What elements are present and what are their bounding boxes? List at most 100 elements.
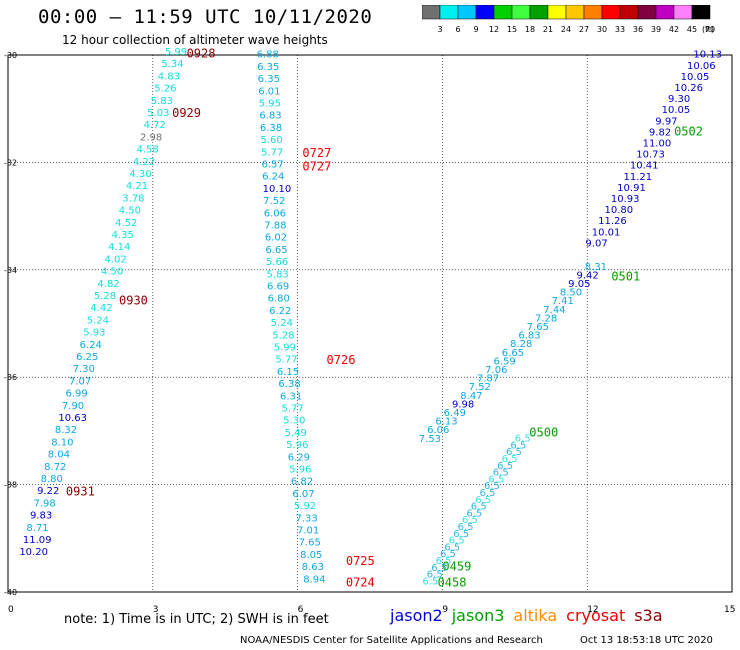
colorbar-label: 18 <box>525 25 535 34</box>
swh-value-label: 4.50 <box>101 267 123 278</box>
swh-value-label: 6.69 <box>267 281 289 292</box>
y-tick-label: -40 <box>4 588 17 597</box>
pass-time-label: 0930 <box>119 294 148 308</box>
colorbar-label: 9 <box>473 25 478 34</box>
swh-value-label: 8.71 <box>26 523 48 534</box>
swh-value-mark: 6.5 <box>422 576 438 587</box>
swh-value-label: 5.26 <box>154 84 176 95</box>
swh-value-mark: 6.5 <box>436 556 452 567</box>
pass-time-label: 0502 <box>674 125 703 139</box>
swh-value-mark: 6.5 <box>484 481 500 492</box>
colorbar-label: 36 <box>633 25 643 34</box>
colorbar-legend: 3 6 9 12 15 18 21 24 27 30 33 36 39 42 45 70(ft) <box>422 5 715 34</box>
swh-value-label: 2.98 <box>140 132 162 143</box>
swh-value-label: 10.91 <box>617 183 646 194</box>
swh-value-label: 9.82 <box>649 127 671 138</box>
swh-value-label: 5.28 <box>272 330 294 341</box>
data-marks: 5.995.344.835.265.835.034.722.984.584.22… <box>19 47 722 590</box>
swh-value-label: 7.30 <box>73 364 95 375</box>
page-subtitle: 12 hour collection of altimeter wave hei… <box>62 33 328 47</box>
colorbar-label: 42 <box>669 25 679 34</box>
swh-value-label: 5.99 <box>274 342 296 353</box>
colorbar-label: 6 <box>455 25 460 34</box>
legend-item-altika: altika <box>513 606 558 625</box>
series-cryosat: 6.886.356.356.015.956.836.385.605.776.57… <box>257 50 375 590</box>
swh-value-label: 10.06 <box>687 61 716 72</box>
pass-time-label: 0931 <box>66 484 95 498</box>
swh-value-mark: 6.5 <box>502 454 518 465</box>
swh-value-mark: 6.5 <box>440 549 456 560</box>
swh-value-label: 11.00 <box>643 138 672 149</box>
swh-value-label: 5.24 <box>271 318 293 329</box>
swh-value-label: 7.88 <box>264 220 286 231</box>
swh-value-label: 10.13 <box>693 50 722 61</box>
swh-value-label: 6.83 <box>259 111 281 122</box>
swh-value-label: 4.50 <box>119 206 141 217</box>
colorbar-swatch <box>691 5 711 20</box>
swh-value-label: 4.72 <box>144 120 166 131</box>
swh-value-label: 9.42 <box>576 270 598 281</box>
x-tick-label: 6 <box>298 605 304 615</box>
pass-time-label: 0726 <box>327 353 356 367</box>
colorbar-label: 70 <box>705 25 715 34</box>
swh-value-label: 10.01 <box>592 227 621 238</box>
x-tick-label: 0 <box>8 605 14 615</box>
colorbar-label: 39 <box>651 25 661 34</box>
swh-value-label: 4.58 <box>136 145 158 156</box>
colorbar-unit: (ft) <box>702 25 714 34</box>
swh-value-label: 6.15 <box>277 367 299 378</box>
swh-value-label: 8.94 <box>303 574 325 585</box>
swh-value-label: 7.65 <box>299 538 321 549</box>
pass-time-label: 0727 <box>302 146 331 160</box>
swh-value-label: 10.20 <box>19 547 48 558</box>
swh-value-label: 5.96 <box>289 464 311 475</box>
swh-value-label: 7.33 <box>295 513 317 524</box>
colorbar-label: 33 <box>615 25 625 34</box>
swh-value-mark: 6.5 <box>458 522 474 533</box>
colorbar-label: 24 <box>561 25 571 34</box>
swh-value-label: 4.82 <box>97 279 119 290</box>
swh-value-label: 11.09 <box>23 535 52 546</box>
pass-time-label: 0501 <box>611 270 640 284</box>
swh-value-label: 6.59 <box>493 356 515 367</box>
pass-time-label: 0459 <box>442 560 471 574</box>
pass-time-label: 0727 <box>302 159 331 173</box>
page-title: 00:00 – 11:59 UTC 10/11/2020 <box>38 6 373 28</box>
swh-value-label: 4.35 <box>112 230 134 241</box>
grid-lines <box>8 55 732 592</box>
swh-value-label: 6.06 <box>427 425 449 436</box>
legend-item-jason3: jason3 <box>451 606 505 625</box>
swh-value-label: 8.63 <box>302 562 324 573</box>
swh-value-label: 11.26 <box>598 216 627 227</box>
swh-value-label: 4.21 <box>126 181 148 192</box>
swh-value-label: 7.53 <box>419 434 441 445</box>
swh-value-label: 6.06 <box>264 208 286 219</box>
swh-value-label: 6.01 <box>258 86 280 97</box>
swh-value-label: 4.52 <box>115 218 137 229</box>
swh-value-label: 6.24 <box>80 340 102 351</box>
swh-value-label: 4.14 <box>108 242 130 253</box>
swh-value-label: 8.32 <box>55 425 77 436</box>
swh-value-mark: 6.5 <box>480 488 496 499</box>
swh-value-mark: 6.5 <box>449 536 465 547</box>
colorbar-label: 30 <box>597 25 607 34</box>
swh-value-mark: 6.5 <box>493 468 509 479</box>
swh-value-mark: 6.5 <box>506 447 522 458</box>
swh-value-label: 5.96 <box>286 440 308 451</box>
swh-value-label: 10.41 <box>630 161 659 172</box>
series-jason3: 8.319.429.058.507.417.447.287.656.838.28… <box>419 125 703 590</box>
swh-value-label: 6.31 <box>280 391 302 402</box>
swh-value-mark: 6.5 <box>475 495 491 506</box>
swh-value-label: 5.77 <box>282 403 304 414</box>
swh-value-label: 8.05 <box>300 550 322 561</box>
swh-value-label: 5.77 <box>275 355 297 366</box>
swh-value-label: 6.82 <box>291 477 313 488</box>
swh-value-label: 3.78 <box>122 193 144 204</box>
swh-value-label: 4.83 <box>158 71 180 82</box>
series-s3a: 5.995.344.83 5.265.835.034.722.98 4.584.22… <box>19 47 215 559</box>
swh-value-label: 9.05 <box>568 279 590 290</box>
swh-value-label: 6.25 <box>76 352 98 363</box>
x-tick-label: 9 <box>442 605 448 615</box>
swh-value-label: 7.87 <box>477 374 499 385</box>
swh-value-label: 10.73 <box>636 150 665 161</box>
